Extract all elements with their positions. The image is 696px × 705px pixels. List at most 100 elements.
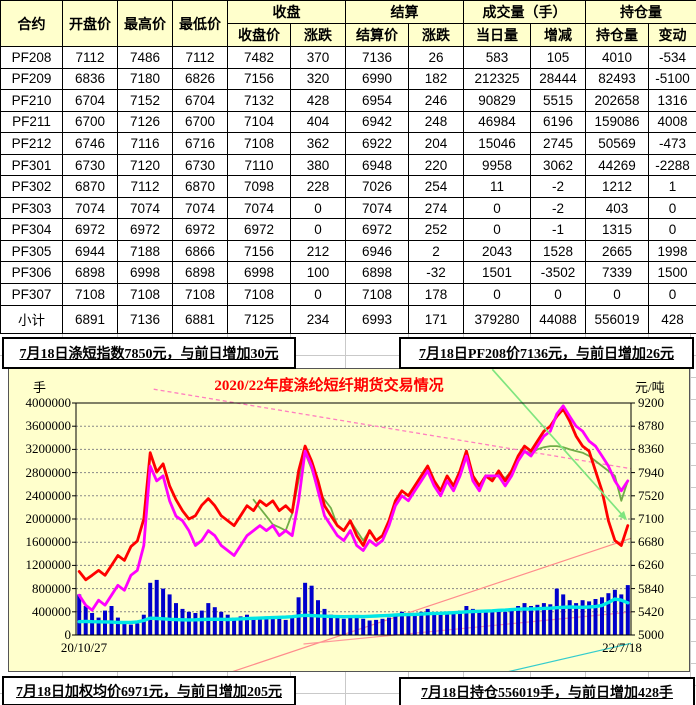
value-cell[interactable]: 7074 — [227, 196, 291, 220]
value-cell[interactable]: 583 — [463, 46, 531, 69]
column-header[interactable]: 合约 — [0, 0, 63, 47]
contract-cell[interactable]: PF212 — [0, 132, 63, 155]
value-cell[interactable]: 7108 — [172, 283, 228, 306]
value-cell[interactable]: 50569 — [585, 132, 649, 155]
value-cell[interactable]: 0 — [648, 218, 696, 241]
value-cell[interactable]: 0 — [648, 283, 696, 306]
value-cell[interactable]: 4008 — [648, 110, 696, 134]
value-cell[interactable]: 0 — [463, 218, 531, 241]
column-subheader[interactable]: 当日量 — [463, 23, 531, 47]
value-cell[interactable]: 212325 — [463, 67, 531, 91]
value-cell[interactable]: 1315 — [585, 218, 649, 241]
value-cell[interactable]: 6196 — [530, 110, 586, 134]
value-cell[interactable]: 6730 — [62, 153, 118, 177]
futures-chart[interactable]: 2020/22年度涤纶短纤期货交易情况 手 元/吨 20/10/27 22/7/… — [8, 368, 690, 672]
value-cell[interactable]: 171 — [408, 304, 464, 335]
open-interest-status-banner[interactable]: 7月18日持仓556019手，与前日增加428手 — [399, 677, 695, 705]
value-cell[interactable]: 7112 — [117, 175, 173, 198]
value-cell[interactable]: 7132 — [227, 89, 291, 112]
value-cell[interactable]: 6898 — [345, 261, 409, 285]
contract-cell[interactable]: PF305 — [0, 239, 63, 263]
value-cell[interactable]: 320 — [290, 67, 346, 91]
value-cell[interactable]: 7136 — [117, 304, 173, 335]
value-cell[interactable]: 7136 — [345, 46, 409, 69]
value-cell[interactable]: 105 — [530, 46, 586, 69]
value-cell[interactable]: 6922 — [345, 132, 409, 155]
value-cell[interactable]: 159086 — [585, 110, 649, 134]
value-cell[interactable]: 6898 — [172, 261, 228, 285]
value-cell[interactable]: 7074 — [345, 196, 409, 220]
value-cell[interactable]: 9958 — [463, 153, 531, 177]
value-cell[interactable]: 1500 — [648, 261, 696, 285]
value-cell[interactable]: -473 — [648, 132, 696, 155]
value-cell[interactable]: 0 — [463, 196, 531, 220]
value-cell[interactable]: 7486 — [117, 46, 173, 69]
value-cell[interactable]: 204 — [408, 132, 464, 155]
contract-cell[interactable]: PF209 — [0, 67, 63, 91]
contract-cell[interactable]: PF211 — [0, 110, 63, 134]
value-cell[interactable]: 6972 — [172, 218, 228, 241]
value-cell[interactable]: 403 — [585, 196, 649, 220]
value-cell[interactable]: 2043 — [463, 239, 531, 263]
value-cell[interactable]: 6993 — [345, 304, 409, 335]
value-cell[interactable]: 7180 — [117, 67, 173, 91]
value-cell[interactable]: 82493 — [585, 67, 649, 91]
column-header[interactable]: 成交量（手） — [463, 0, 586, 24]
contract-cell[interactable]: 小计 — [0, 304, 63, 335]
column-header[interactable]: 收盘 — [227, 0, 346, 24]
value-cell[interactable]: 28444 — [530, 67, 586, 91]
value-cell[interactable]: 6881 — [172, 304, 228, 335]
value-cell[interactable]: 1528 — [530, 239, 586, 263]
value-cell[interactable]: 202658 — [585, 89, 649, 112]
value-cell[interactable]: 0 — [648, 196, 696, 220]
contract-cell[interactable]: PF210 — [0, 89, 63, 112]
contract-cell[interactable]: PF307 — [0, 283, 63, 306]
value-cell[interactable]: 6704 — [62, 89, 118, 112]
value-cell[interactable]: 379280 — [463, 304, 531, 335]
value-cell[interactable]: 0 — [290, 196, 346, 220]
value-cell[interactable]: 7108 — [227, 283, 291, 306]
column-header[interactable]: 持仓量 — [585, 0, 696, 24]
value-cell[interactable]: 1998 — [648, 239, 696, 263]
value-cell[interactable]: 7108 — [117, 283, 173, 306]
column-header[interactable]: 结算 — [345, 0, 464, 24]
value-cell[interactable]: 246 — [408, 89, 464, 112]
value-cell[interactable]: 220 — [408, 153, 464, 177]
value-cell[interactable]: -2 — [530, 175, 586, 198]
value-cell[interactable]: 6998 — [117, 261, 173, 285]
contract-cell[interactable]: PF301 — [0, 153, 63, 177]
value-cell[interactable]: 7120 — [117, 153, 173, 177]
value-cell[interactable]: 6990 — [345, 67, 409, 91]
value-cell[interactable]: 6891 — [62, 304, 118, 335]
value-cell[interactable]: -3502 — [530, 261, 586, 285]
column-header[interactable]: 最高价 — [117, 0, 173, 47]
value-cell[interactable]: 6704 — [172, 89, 228, 112]
value-cell[interactable]: 15046 — [463, 132, 531, 155]
value-cell[interactable]: 6942 — [345, 110, 409, 134]
value-cell[interactable]: 5515 — [530, 89, 586, 112]
value-cell[interactable]: 428 — [290, 89, 346, 112]
value-cell[interactable]: 7152 — [117, 89, 173, 112]
value-cell[interactable]: -534 — [648, 46, 696, 69]
value-cell[interactable]: 1 — [648, 175, 696, 198]
value-cell[interactable]: 1212 — [585, 175, 649, 198]
value-cell[interactable]: 7074 — [62, 196, 118, 220]
value-cell[interactable]: 11 — [463, 175, 531, 198]
value-cell[interactable]: 0 — [463, 283, 531, 306]
value-cell[interactable]: 7108 — [62, 283, 118, 306]
value-cell[interactable]: 44269 — [585, 153, 649, 177]
value-cell[interactable]: 6700 — [172, 110, 228, 134]
value-cell[interactable]: 3062 — [530, 153, 586, 177]
value-cell[interactable]: 7188 — [117, 239, 173, 263]
value-cell[interactable]: 7098 — [227, 175, 291, 198]
futures-quote-table[interactable]: 合约 开盘价 最高价 最低价 收盘 结算 成交量（手） 持仓量 收盘价 涨跌 结算价 涨跌 当日量 增减持… — [0, 0, 696, 335]
value-cell[interactable]: 44088 — [530, 304, 586, 335]
value-cell[interactable]: 6700 — [62, 110, 118, 134]
value-cell[interactable]: 46984 — [463, 110, 531, 134]
value-cell[interactable]: 4010 — [585, 46, 649, 69]
value-cell[interactable]: 6972 — [117, 218, 173, 241]
value-cell[interactable]: 6826 — [172, 67, 228, 91]
value-cell[interactable]: 6954 — [345, 89, 409, 112]
value-cell[interactable]: 6836 — [62, 67, 118, 91]
value-cell[interactable]: 7116 — [117, 132, 173, 155]
